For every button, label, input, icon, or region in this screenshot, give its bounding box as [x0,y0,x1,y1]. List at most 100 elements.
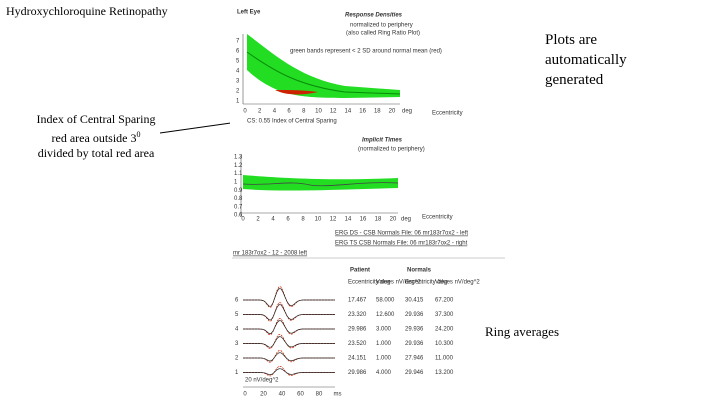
x-tick-label: 6 [286,217,290,223]
y-tick-label: 6 [236,49,240,55]
table-cell: 37.300 [435,312,454,318]
y-tick-label: 1 [236,99,240,105]
table-cell: 29.986 [348,370,367,376]
y-tick-label: 3 [236,79,240,85]
eye-label: Left Eye [237,10,261,16]
plot-subtitle: normalized to periphery [350,23,413,29]
x-tick-label: 0 [241,217,245,223]
y-tick-label: 1.1 [234,171,243,177]
table-cell: 29.946 [405,370,424,376]
column-header: Eccentricity deg [348,280,390,286]
table-cell: 29.936 [405,327,424,333]
plot-subtitle: (normalized to periphery) [358,147,425,153]
table-cell: 29.936 [405,312,424,318]
note-right: Plots are automatically generated [545,32,627,88]
table-cell: 13.200 [435,370,454,376]
table-cell: 10.300 [435,341,454,347]
x-tick-label: 60 [297,392,304,398]
x-tick-label: ms [334,392,342,398]
traces [243,286,335,377]
table-cell: 3.000 [376,327,392,333]
x-tick-label: 18 [375,217,382,223]
table-cell: 24.151 [348,356,367,362]
row-label: 3 [235,341,239,347]
table-cell: 17.467 [348,298,367,304]
x-tick-label: 20 [389,109,396,115]
x-tick-label: 12 [330,217,337,223]
superscript: 0 [136,130,141,139]
x-unit: deg [401,217,411,223]
y-tick-label: 0.9 [234,188,243,194]
link: mr 183r7ox2 - 12 - 2008 left [233,251,307,257]
sd-band [243,175,398,191]
y-tick-label: 2 [236,89,240,95]
x-tick-label: 2 [258,109,262,115]
x-tick-label: 4 [271,217,275,223]
y-tick-label: 0.7 [234,204,243,210]
table-cell: 29.986 [348,327,367,333]
group-header: Patient [350,268,370,274]
x-tick-label: 6 [287,109,291,115]
row-label: 2 [235,356,239,362]
group-header: Normals [407,268,432,274]
table-cell: 29.936 [405,341,424,347]
x-tick-label: 16 [359,109,366,115]
table-cell: 27.946 [405,356,424,362]
table-cell: 4.000 [376,370,392,376]
x-tick-label: 14 [345,217,352,223]
x-tick-label: 16 [360,217,367,223]
x-tick-label: 10 [315,217,322,223]
note-bottom: Ring averages [485,324,560,339]
scale-label: 20 nV/deg^2 [245,378,279,384]
x-unit: deg [402,109,412,115]
note-line: red area outside 3 [51,131,137,145]
x-tick-label: 40 [279,392,286,398]
plot-legend: green bands represent < 2 SD around norm… [290,49,442,55]
row-label: 4 [235,327,239,333]
plot-subtitle: (also called Ring Ratio Plot) [346,31,420,37]
x-tick-label: 0 [243,392,247,398]
table-cell: 23.520 [348,341,367,347]
trace [243,336,335,348]
column-header: Eccentricity deg [405,280,447,286]
y-tick-label: 1.3 [234,155,243,161]
x-tick-label: 18 [374,109,381,115]
x-tick-label: 20 [260,392,267,398]
y-tick-label: 0.6 [234,213,243,219]
trace [243,288,335,307]
trace [243,368,335,375]
table-cell: 11.000 [435,356,454,362]
y-tick-label: 0.8 [234,196,243,202]
x-tick-label: 2 [256,217,260,223]
table-cell: 67.200 [435,298,454,304]
sd-band [247,34,400,98]
red-area [275,90,318,95]
plot-title: Implicit Times [362,138,403,144]
slide-title: Hydroxychloroquine Retinopathy [6,4,168,18]
x-tick-label: 80 [316,392,323,398]
x-tick-label: 12 [330,109,337,115]
x-tick-label: 8 [302,109,306,115]
y-tick-label: 5 [236,59,240,65]
note-line: Index of Central Sparing [36,112,156,126]
table-cell: 58.000 [376,298,395,304]
row-label: 6 [235,298,239,304]
table-cell: 1.000 [376,356,392,362]
x-tick-label: 8 [301,217,305,223]
y-tick-label: 1.2 [234,163,243,169]
plot-footer: CS: 0.55 Index of Central Sparing [247,119,337,125]
trace [243,304,335,321]
table-cell: 24.200 [435,327,454,333]
y-tick-label: 7 [236,39,240,45]
table-cell: 12.600 [376,312,395,318]
y-tick-label: 1 [234,179,238,185]
x-label: Eccentricity [422,215,453,221]
x-tick-label: 14 [345,109,352,115]
mean-line [246,51,401,95]
row-label: 5 [235,312,239,318]
trace [243,320,335,334]
x-tick-label: 0 [243,109,247,115]
x-tick-label: 10 [315,109,322,115]
